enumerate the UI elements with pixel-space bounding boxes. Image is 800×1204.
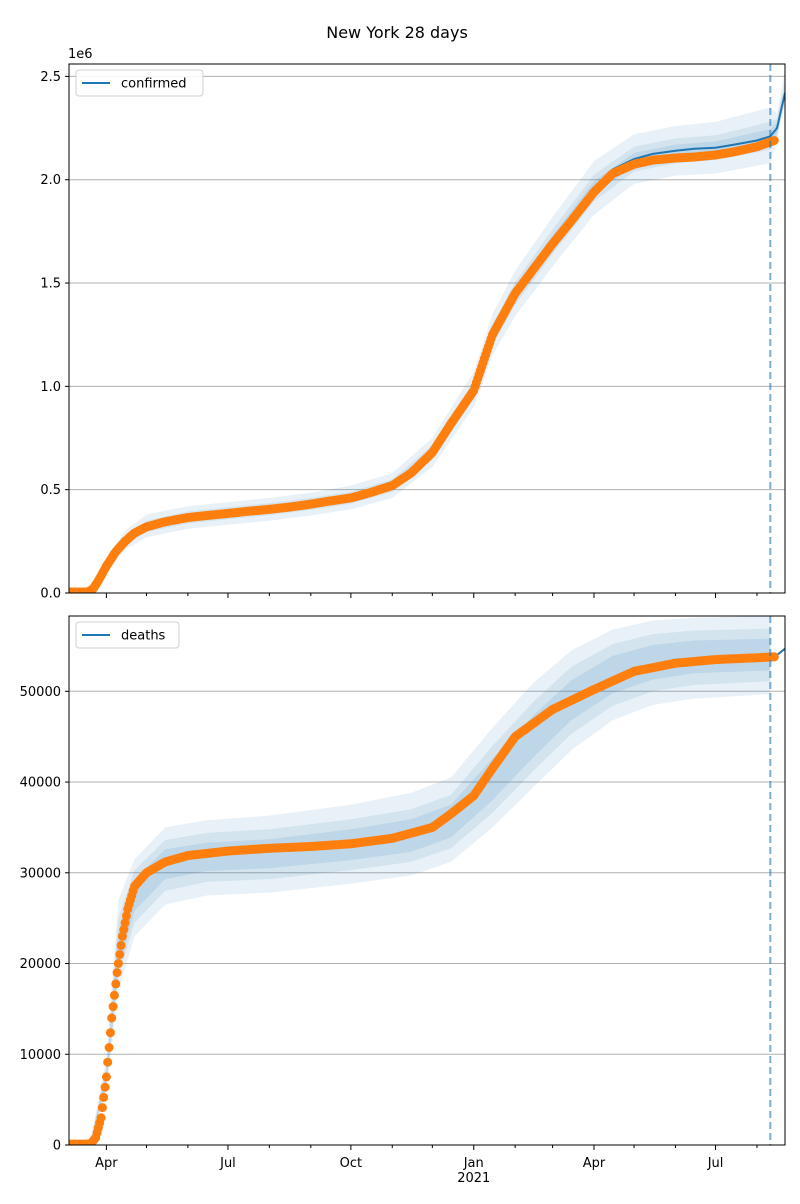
observed-point <box>115 950 125 959</box>
observed-point <box>769 136 779 145</box>
y-tick-label: 2.0 <box>40 173 61 188</box>
y-tick-label: 2.5 <box>40 70 61 85</box>
observed-point <box>100 1082 110 1092</box>
confirmed-panel: 0.0 0.5 1.0 1.5 2.0 2.5 1e6 confirmed <box>40 47 786 602</box>
observed-point <box>769 652 779 662</box>
observed-point <box>113 959 123 968</box>
y-tick-label: 30000 <box>20 866 61 881</box>
observed-point <box>97 1103 107 1113</box>
x-tick-label: Jan <box>463 1156 484 1171</box>
legend-box <box>75 69 204 97</box>
x-year-label: 2021 <box>457 1171 490 1186</box>
legend-label: deaths <box>121 629 166 644</box>
observed-point <box>101 1072 111 1082</box>
figure-title: New York 28 days <box>326 23 468 42</box>
x-tick-label: Apr <box>95 1156 118 1171</box>
deaths-panel: 0 10000 20000 30000 40000 50000 Apr Jul Oct Jan Ap… <box>20 615 786 1186</box>
plot-area <box>69 70 785 593</box>
observed-point <box>105 1028 115 1038</box>
y-tick-label: 1.0 <box>40 380 61 395</box>
observed-point <box>116 940 126 950</box>
legend-label: confirmed <box>121 77 187 92</box>
observed-point <box>99 1092 109 1102</box>
observed-point <box>119 925 129 934</box>
observed-point <box>103 1057 113 1067</box>
y-tick-label: 40000 <box>20 776 61 791</box>
plot-area <box>69 616 785 1145</box>
observed-point <box>111 979 121 989</box>
y-tick-label: 20000 <box>20 957 61 972</box>
observed-point <box>107 1013 117 1023</box>
uncertainty-band-mid <box>90 628 771 1145</box>
observed-point <box>112 968 122 978</box>
x-tick-label: Apr <box>583 1156 606 1171</box>
legend: deaths <box>75 621 180 649</box>
y-tick-label: 0.5 <box>40 483 61 498</box>
x-tick-label: Oct <box>340 1156 362 1171</box>
legend: confirmed <box>75 69 204 97</box>
uncertainty-band-outer <box>90 616 771 1145</box>
observed-point <box>117 931 127 941</box>
y-multiplier-label: 1e6 <box>68 47 93 62</box>
observed-point <box>104 1043 114 1052</box>
uncertainty-band-outer <box>87 70 785 593</box>
y-tick-label: 1.5 <box>40 277 61 292</box>
x-tick-label: Jul <box>707 1156 724 1171</box>
observed-point <box>108 1002 118 1012</box>
observed-point <box>109 990 119 1000</box>
y-tick-label: 0.0 <box>40 587 61 602</box>
y-tick-label: 10000 <box>20 1048 61 1063</box>
observed-point <box>121 911 131 921</box>
observed-point <box>120 918 130 928</box>
axes-frame <box>68 63 786 594</box>
legend-box <box>75 621 180 649</box>
x-tick-label: Jul <box>219 1156 236 1171</box>
y-tick-label: 50000 <box>20 685 61 700</box>
observed-point <box>96 1113 106 1123</box>
axes-frame <box>68 615 786 1146</box>
y-tick-label: 0 <box>53 1139 61 1154</box>
